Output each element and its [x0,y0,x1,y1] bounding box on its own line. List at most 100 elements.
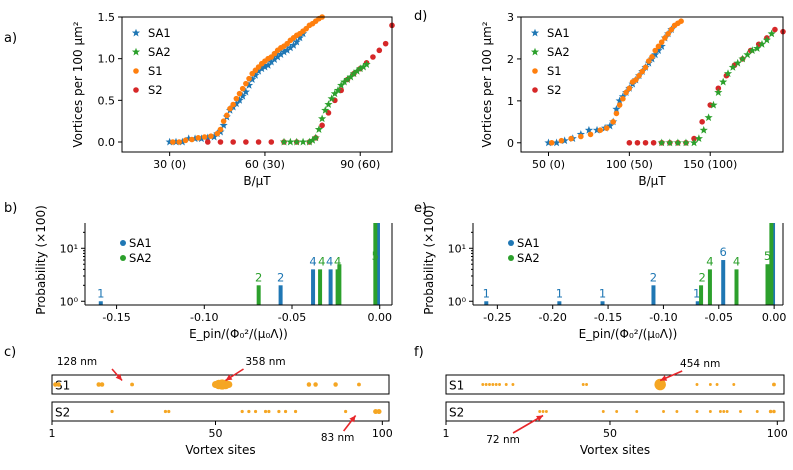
data-point [743,50,752,59]
legend-label-SA2: SA2 [517,251,540,265]
data-point [217,139,224,145]
series-S1 [548,18,684,146]
data-point [382,40,389,47]
bar [734,269,739,305]
series-S1 [170,14,325,145]
strip-frame-S1 [445,374,785,395]
data-point [626,85,633,92]
legend-marker-SA1 [530,28,540,37]
x-tick-label: 1 [443,427,450,440]
legend-marker-S2 [133,87,139,93]
vortex-site [56,382,61,387]
data-point [767,29,776,38]
data-point [733,58,742,67]
y-axis-label: Probability (×100) [422,205,436,315]
vortex-site [225,380,233,389]
bar [337,264,342,305]
y-tick-label: 1.0 [98,53,116,66]
data-point [603,125,610,131]
vortex-site [240,409,244,414]
vortex-site [695,383,699,386]
data-point [201,134,208,140]
data-point [658,39,665,45]
vortex-site [313,382,318,387]
data-point [748,46,757,55]
data-point [615,96,624,105]
data-point [182,137,189,144]
vortex-site [344,409,348,414]
annotation-label: 128 nm [57,356,97,368]
data-point [662,35,668,41]
data-point [295,33,304,42]
data-point [699,119,705,125]
data-point [190,134,200,143]
data-point [236,90,243,97]
panel-b: b)12 24 4 4 4 5-0.15 -0.10 -0.05 0.0010⁰10¹E_pin… [4,201,393,341]
data-point [298,137,308,146]
vortex-site [772,409,776,414]
data-point [286,137,295,146]
panel-label-a: a) [4,31,17,46]
x-tick-label: 60 (30) [245,158,285,171]
data-point [728,63,737,71]
vortex-site [544,410,548,413]
y-tick-label: 1.5 [98,11,116,24]
data-point [699,125,708,134]
annotation-arrowhead [115,373,123,381]
data-point [558,137,565,144]
legend-label-SA1: SA1 [547,26,570,40]
x-tick-label: 50 (0) [532,158,565,171]
series-SA1 [544,25,676,147]
annotation-arrowhead [536,415,544,422]
data-point [349,69,358,78]
vortex-site [498,383,501,386]
bar-label: 4 [334,254,341,268]
vortex-site [722,410,726,413]
data-point [279,137,289,146]
data-point [359,62,368,71]
vortex-site [615,410,619,413]
data-point [267,57,276,66]
data-point [681,138,691,147]
data-point [651,50,660,59]
panel-c: c) S1 S2 1 50 100 Vortex sites 128 nm 358 nm 83 n… [4,345,393,457]
x-tick-label: 0.00 [367,311,392,324]
data-point [668,26,675,33]
data-point [251,71,260,79]
data-point [560,136,569,145]
legend-marker-SA2 [508,255,514,261]
legend-marker-SA2 [120,255,126,261]
y-axis-label: Vortices per 100 μm² [71,21,85,147]
legend-marker-S2 [532,87,538,93]
data-point [568,135,574,142]
data-point [210,132,219,141]
legend-label-S1: S1 [148,64,163,78]
data-point [639,68,646,75]
y-tick-label: 10⁰ [60,295,79,308]
data-point [362,60,371,68]
y-tick-label: 3 [507,11,514,24]
bar [707,269,712,305]
data-point [305,137,314,146]
data-point [220,118,227,124]
legend-label-SA1: SA1 [517,236,540,250]
bar-label: 4 [309,254,316,268]
data-point [324,100,333,108]
data-point [276,50,285,58]
x-tick-label: 100 [372,427,393,440]
vortex-site [163,409,168,414]
bar-label: 4 [733,254,740,268]
vortex-site [357,382,361,387]
data-point [642,64,649,71]
y-axis-label: Vortices per 100 μm² [480,21,494,147]
vortex-site [708,383,712,386]
x-tick-label: -0.10 [190,311,218,324]
bar [328,269,333,305]
data-point [204,139,211,145]
bar [484,301,489,305]
data-point [178,137,187,146]
data-point [264,61,273,69]
data-point [548,139,555,146]
bar-label: 1 [693,286,700,300]
data-point [230,101,236,108]
